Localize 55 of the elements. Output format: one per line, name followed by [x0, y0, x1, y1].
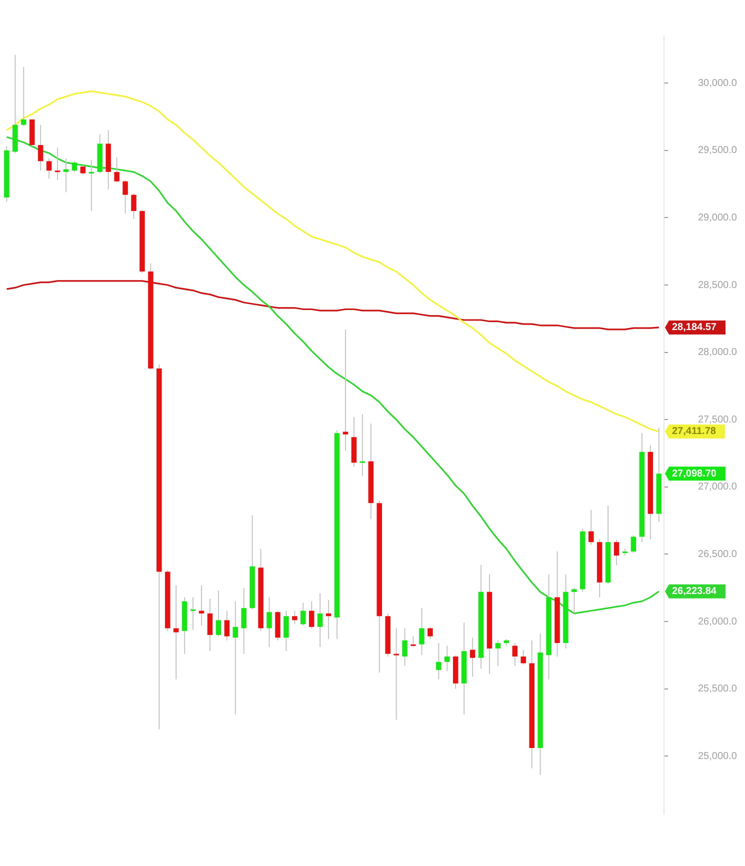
- candlestick: [88, 159, 94, 212]
- candlestick: [241, 587, 246, 654]
- candlestick: [308, 600, 314, 629]
- y-tick-label: 29,500.0: [698, 145, 738, 156]
- candlestick: [72, 160, 78, 172]
- candlestick: [317, 592, 323, 648]
- candlestick: [402, 628, 408, 666]
- candlestick: [410, 636, 416, 648]
- candlestick: [173, 584, 179, 680]
- candlestick: [444, 645, 450, 672]
- candlestick: [122, 180, 128, 214]
- y-tick-label: 29,000.0: [698, 212, 738, 224]
- candlestick: [512, 642, 518, 666]
- candlestick: [520, 649, 526, 666]
- candlestick: [207, 598, 213, 652]
- candlestick: [46, 158, 52, 180]
- candlestick: [190, 596, 196, 630]
- candlestick: [114, 156, 120, 184]
- candlestick: [232, 600, 238, 715]
- data-label: 26,223.84: [672, 586, 717, 598]
- candlestick: [131, 192, 136, 220]
- candlestick: [394, 628, 399, 720]
- y-tick-label: 28,500.0: [698, 280, 738, 291]
- candlestick: [300, 602, 306, 626]
- y-tick-label: 28,000.0: [698, 347, 738, 358]
- candlestick: [224, 610, 230, 641]
- candlestick: [630, 534, 636, 554]
- candlestick: [80, 164, 86, 176]
- candlestick: [54, 147, 60, 181]
- candlestick: [495, 640, 501, 666]
- y-tick-label: 27,500.0: [698, 414, 738, 426]
- candlestick: [428, 626, 433, 640]
- candlestick: [360, 414, 366, 477]
- candlestick: [284, 610, 289, 652]
- candlestick: [470, 637, 476, 678]
- candlestick: [266, 596, 272, 648]
- y-tick-label: 26,500.0: [698, 548, 738, 560]
- candlestick: [614, 538, 620, 566]
- y-tick-label: 25,000.0: [698, 750, 738, 762]
- candlestick: [342, 328, 348, 452]
- candlestick: [38, 124, 44, 172]
- candlestick: [21, 66, 26, 127]
- y-tick-label: 25,500.0: [698, 684, 738, 695]
- candlestick: [588, 509, 594, 546]
- candlestick: [436, 642, 442, 680]
- y-tick-label: 30,000.0: [698, 78, 738, 89]
- data-label: 27,411.78: [672, 426, 716, 438]
- text: 27,098.70: [672, 468, 716, 480]
- y-tick-label: 26,000.0: [698, 616, 738, 628]
- candlestick: [572, 587, 577, 614]
- candlestick: [419, 608, 424, 656]
- candlestick: [216, 590, 222, 637]
- data-label: 28,184.57: [672, 322, 717, 334]
- candlestick: [292, 610, 298, 625]
- y-tick-label: 27,000.0: [698, 482, 738, 493]
